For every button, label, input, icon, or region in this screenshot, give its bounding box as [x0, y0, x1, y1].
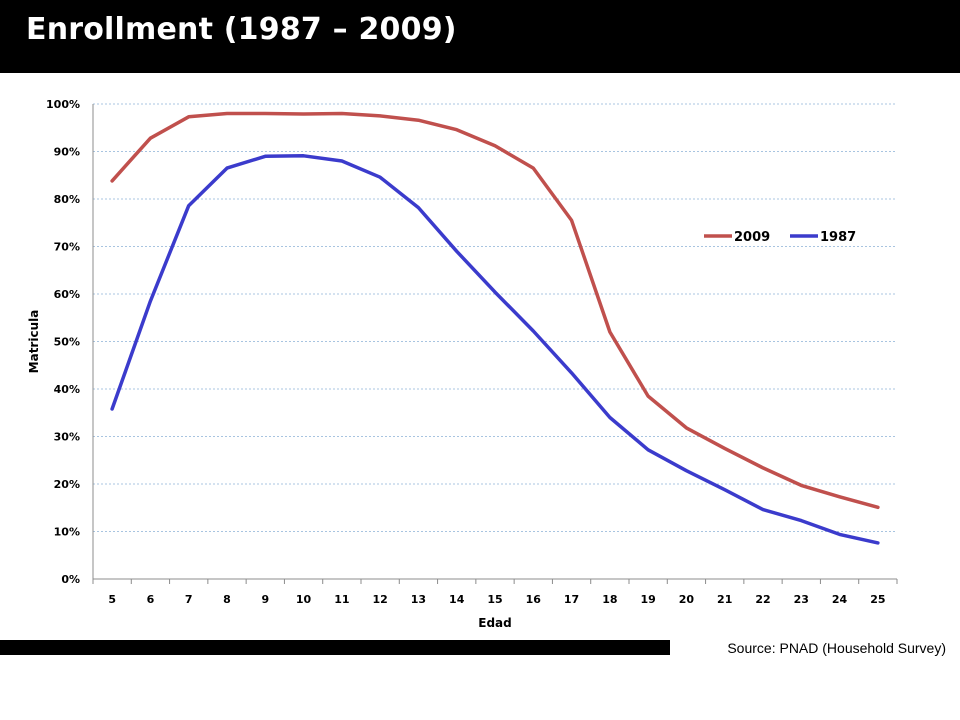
y-tick-label: 70%	[54, 241, 80, 254]
x-tick-label: 12	[372, 593, 387, 606]
x-tick-label: 22	[755, 593, 770, 606]
x-tick-label: 19	[640, 593, 655, 606]
y-tick-label: 20%	[54, 478, 80, 491]
x-tick-label: 21	[717, 593, 732, 606]
x-tick-label: 20	[679, 593, 695, 606]
y-tick-labels: 0% 10% 20% 30% 40% 50% 60% 70% 80% 90% 100%	[46, 98, 80, 586]
y-tick-label: 30%	[54, 431, 80, 444]
y-tick-label: 10%	[54, 526, 80, 539]
gridlines	[93, 103, 897, 532]
x-tick-label: 6	[147, 593, 155, 606]
x-tick-label: 15	[487, 593, 502, 606]
legend-label: 2009	[734, 230, 770, 245]
x-tick-label: 10	[296, 593, 312, 606]
y-tick-label: 80%	[54, 193, 80, 206]
series-line-1987	[110, 154, 880, 545]
series-lines	[110, 111, 880, 545]
series-line-2009	[110, 111, 880, 510]
y-axis-label: Matricula	[27, 310, 41, 374]
y-tick-label: 40%	[54, 383, 80, 396]
x-tick-label: 18	[602, 593, 617, 606]
x-tick-label: 17	[564, 593, 579, 606]
x-axis-label: Edad	[478, 616, 511, 630]
x-tick-label: 5	[108, 593, 116, 606]
x-tick-label: 9	[261, 593, 269, 606]
chart-area: 0% 10% 20% 30% 40% 50% 60% 70% 80% 90% 100% 5 6 7 8 9 1…	[0, 73, 960, 640]
y-tick-label: 50%	[54, 336, 80, 349]
x-tick-label: 7	[185, 593, 193, 606]
x-tick-label: 16	[526, 593, 542, 606]
y-tick-label: 100%	[46, 98, 80, 111]
legend: 2009 1987	[704, 230, 856, 245]
source-note: Source: PNAD (Household Survey)	[727, 640, 946, 656]
x-tick-label: 11	[334, 593, 349, 606]
x-tick-label: 23	[794, 593, 809, 606]
x-tick-labels: 5 6 7 8 9 10 11 12 13 14 15 16 17 18 19 20 21 22 23 24 25	[108, 593, 885, 606]
x-tick-label: 14	[449, 593, 465, 606]
page-title: Enrollment (1987 – 2009)	[26, 12, 457, 47]
x-tick-label: 25	[870, 593, 885, 606]
x-tick-label: 8	[223, 593, 231, 606]
y-tick-label: 60%	[54, 288, 80, 301]
line-chart: 0% 10% 20% 30% 40% 50% 60% 70% 80% 90% 100% 5 6 7 8 9 1…	[27, 98, 898, 630]
x-tick-label: 24	[832, 593, 848, 606]
y-tick-label: 90%	[54, 146, 80, 159]
footer-bar	[0, 640, 670, 655]
y-tick-label: 0%	[61, 573, 80, 586]
axes	[92, 104, 898, 584]
title-bar: Enrollment (1987 – 2009)	[0, 0, 960, 73]
legend-label: 1987	[820, 230, 856, 245]
x-tick-label: 13	[411, 593, 426, 606]
